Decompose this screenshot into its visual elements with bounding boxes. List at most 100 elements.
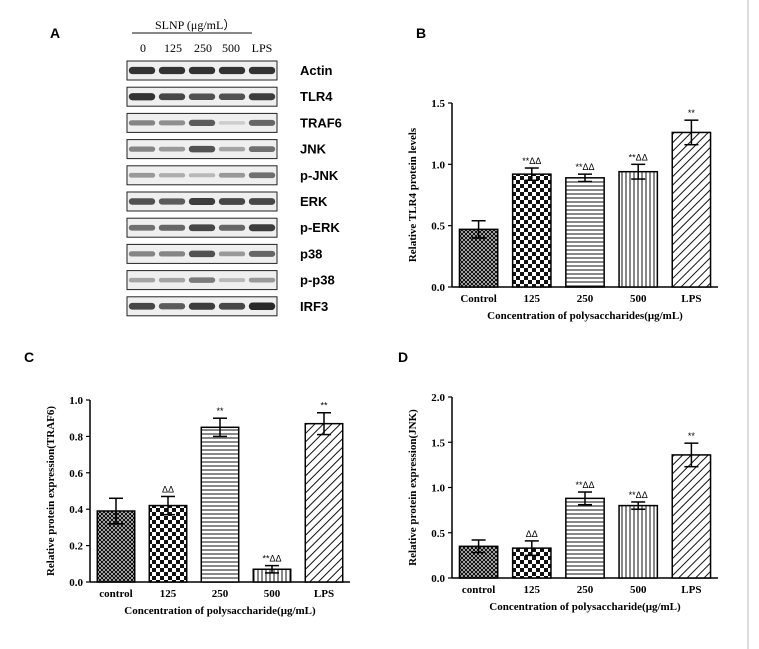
blot-strip-tlr4: TLR4	[126, 86, 333, 107]
x-tick-label: 500	[630, 584, 647, 596]
blot-row-label: IRF3	[300, 299, 328, 314]
significance-label: **ΔΔ	[522, 156, 541, 166]
x-tick-label: 500	[264, 588, 281, 600]
blot-band	[188, 66, 216, 75]
panel-a-letter: A	[50, 25, 60, 41]
bar-250	[200, 426, 240, 583]
x-tick-label: control	[99, 588, 132, 600]
blot-band	[218, 251, 246, 257]
significance-label: **ΔΔ	[575, 162, 594, 172]
x-axis-title: Concentration of polysaccharide(μg/mL)	[124, 605, 316, 617]
tlr4-chart: B 0.0 0.5 1.0 1.5 Control **ΔΔ 125 **ΔΔ 250 **ΔΔ 5…	[407, 25, 718, 322]
blot-band	[158, 66, 186, 75]
bar-lps	[671, 454, 712, 579]
y-tick-label: 1.0	[431, 159, 445, 171]
blot-row-label: p-ERK	[300, 220, 340, 235]
blot-band	[248, 302, 276, 311]
y-tick-label: 0.5	[431, 221, 445, 233]
blot-band	[248, 66, 276, 75]
bar-500	[618, 504, 659, 579]
blot-band	[218, 66, 246, 75]
blot-band	[248, 172, 276, 179]
blot-band	[128, 251, 156, 257]
y-tick-label: 0.2	[69, 541, 83, 553]
significance-label: **ΔΔ	[262, 554, 281, 564]
blot-band	[248, 277, 276, 283]
y-axis-title: Relative protein expression(TRAF6)	[45, 406, 57, 576]
blot-band	[188, 224, 216, 232]
western-blot-panel: A SLNP (μg/mL） 0 125 250 500 LPS Actin TLR4 TR…	[50, 18, 342, 317]
blot-band	[128, 120, 156, 126]
x-tick-label: 125	[160, 588, 177, 600]
blot-strip-erk: ERK	[126, 191, 328, 212]
panel-c-letter: C	[24, 349, 34, 365]
blot-band	[248, 119, 276, 126]
blot-band	[188, 302, 216, 310]
blot-band	[128, 198, 156, 205]
significance-label: ΔΔ	[526, 529, 538, 539]
blot-row-label: p-JNK	[300, 168, 339, 183]
blot-band	[248, 146, 276, 152]
blot-band	[158, 224, 186, 231]
blot-row-label: p38	[300, 246, 322, 261]
bar-lps	[304, 422, 344, 583]
y-axis-title: Relative protein expression(JNK)	[407, 409, 419, 566]
x-tick-label: LPS	[314, 588, 334, 600]
blot-band	[248, 224, 276, 232]
traf6-chart: C 0.0 0.2 0.4 0.6 0.8 1.0 control ΔΔ 125 ** 250 **Δ…	[24, 349, 350, 617]
blot-row-label: Actin	[300, 63, 333, 78]
blot-lane-label: 250	[194, 41, 212, 55]
blot-strip-p-p38: p-p38	[126, 270, 335, 291]
blot-band	[218, 121, 246, 125]
y-axis-title: Relative TLR4 protein levels	[407, 127, 419, 262]
x-axis-title: Concentration of polysaccharide(μg/mL)	[489, 601, 681, 613]
blot-band	[128, 224, 156, 231]
blot-band	[218, 224, 246, 231]
blot-band	[218, 302, 246, 310]
blot-band	[218, 146, 246, 152]
blot-band	[188, 173, 216, 178]
panel-b-letter: B	[416, 25, 426, 41]
blot-band	[158, 146, 186, 152]
x-tick-label: LPS	[681, 293, 701, 305]
significance-label: **ΔΔ	[629, 152, 648, 162]
blot-band	[218, 198, 246, 205]
blot-header-label: SLNP (μg/mL）	[155, 18, 235, 32]
x-tick-label: control	[462, 584, 495, 596]
blot-band	[188, 145, 216, 153]
y-tick-label: 0.0	[431, 282, 445, 294]
blot-band	[188, 119, 216, 127]
significance-label: **	[216, 406, 224, 416]
significance-label: ΔΔ	[162, 484, 174, 494]
blot-row-label: TRAF6	[300, 115, 342, 130]
blot-band	[158, 277, 186, 283]
blot-strip-jnk: JNK	[126, 139, 327, 160]
blot-band	[188, 250, 216, 258]
x-tick-label: 250	[577, 293, 594, 305]
significance-label: **	[688, 431, 696, 441]
bar-500	[618, 170, 659, 288]
x-tick-label: Control	[460, 293, 496, 305]
blot-lane-label: 500	[222, 41, 240, 55]
blot-band	[218, 93, 246, 100]
blot-strip-p-jnk: p-JNK	[126, 165, 339, 186]
blot-band	[248, 198, 276, 205]
blot-strip-actin: Actin	[126, 60, 333, 81]
blot-band	[248, 93, 276, 101]
y-tick-label: 1.5	[431, 98, 445, 110]
significance-label: **	[320, 401, 328, 411]
y-tick-label: 2.0	[431, 392, 445, 404]
bar-250	[565, 177, 605, 288]
significance-label: **ΔΔ	[575, 480, 594, 490]
y-tick-label: 1.0	[431, 483, 445, 495]
blot-band	[218, 172, 246, 178]
y-tick-label: 0.0	[69, 577, 83, 589]
blot-band	[128, 302, 156, 310]
blot-band	[188, 198, 216, 205]
blot-band	[128, 66, 156, 75]
blot-lane-label: 125	[164, 41, 182, 55]
blot-strips: Actin TLR4 TRAF6 JNK p-JNK ERK p-ERK p38 p-p38 IR…	[126, 60, 342, 317]
x-tick-label: LPS	[681, 584, 701, 596]
significance-label: **ΔΔ	[629, 490, 648, 500]
